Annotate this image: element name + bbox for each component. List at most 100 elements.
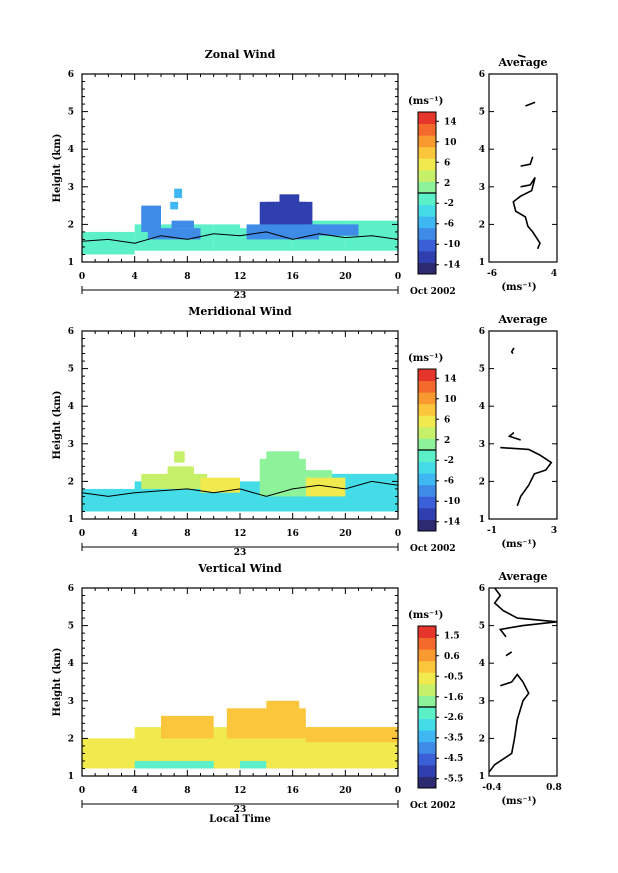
date-label: 23 (234, 548, 247, 558)
average-y-tick-label: 3 (479, 440, 485, 450)
average-unit-label: (ms⁻¹) (501, 282, 536, 293)
colorbar-unit: (ms⁻¹) (408, 96, 443, 107)
colorbar-tick-label: -2 (444, 199, 454, 209)
y-tick-label: 2 (68, 477, 74, 487)
heatmap-regions (82, 188, 398, 255)
colorbar-swatch (418, 450, 436, 463)
y-tick-label: 1 (68, 515, 74, 525)
average-x-tick-label: -1 (487, 526, 497, 536)
average-y-tick-label: 1 (479, 772, 485, 782)
heatmap-cell (147, 228, 201, 240)
y-tick-label: 2 (68, 220, 74, 230)
x-tick-label: 20 (339, 272, 352, 282)
heatmap-cell (279, 194, 300, 214)
x-tick-label: 4 (132, 529, 138, 539)
heatmap-cell (305, 224, 359, 236)
x-tick-label: 20 (339, 786, 352, 796)
colorbar-swatch (418, 519, 436, 532)
colorbar-tick-label: 14 (444, 374, 457, 384)
x-tick-label: 0 (395, 529, 401, 539)
colorbar-unit: (ms⁻¹) (408, 353, 443, 364)
colorbar-tick-label: 10 (444, 138, 457, 148)
colorbar-tick-label: 2 (444, 436, 450, 446)
average-y-tick-label: 6 (479, 327, 485, 337)
colorbar-tick-label: 2 (444, 179, 450, 189)
colorbar-tick-label: -10 (444, 240, 460, 250)
average-x-tick-label: -6 (487, 269, 497, 279)
heatmap-cell (266, 700, 300, 731)
average-y-tick-label: 1 (479, 258, 485, 268)
y-tick-label: 2 (68, 734, 74, 744)
colorbar-unit: (ms⁻¹) (408, 610, 443, 621)
colorbar-swatch (418, 146, 436, 159)
colorbar-swatch (418, 193, 436, 206)
panel-title: Meridional Wind (188, 305, 292, 318)
x-tick-label: 0 (79, 786, 85, 796)
colorbar-swatch (418, 135, 436, 148)
average-profile-line (505, 651, 513, 657)
heatmap-cell (213, 224, 240, 251)
average-y-tick-label: 5 (479, 365, 485, 375)
colorbar-swatch (418, 181, 436, 194)
average-y-tick-label: 6 (479, 70, 485, 80)
colorbar-swatch (418, 262, 436, 275)
colorbar-tick-label: 10 (444, 395, 457, 405)
x-tick-label: 0 (395, 786, 401, 796)
average-y-tick-label: 1 (479, 515, 485, 525)
average-y-tick-label: 4 (479, 402, 485, 412)
y-tick-label: 5 (68, 108, 74, 118)
heatmap-cell (141, 205, 161, 232)
heatmap-cell (161, 715, 214, 739)
panel-title: Zonal Wind (205, 48, 276, 61)
zero-contour (81, 231, 399, 244)
average-x-tick-label: -0.4 (482, 783, 501, 793)
colorbar-tick-label: 14 (444, 117, 457, 127)
average-profile-line (510, 347, 515, 355)
x-tick-label: 8 (184, 786, 190, 796)
average-profile-line (520, 156, 534, 167)
colorbar-swatch (418, 169, 436, 182)
colorbar-swatch (418, 649, 436, 662)
colorbar-tick-label: 0.6 (444, 652, 460, 662)
heatmap-cell (167, 466, 194, 486)
heatmap-cell (200, 477, 240, 493)
average-title: Average (497, 570, 547, 583)
colorbar-swatch (418, 216, 436, 229)
colorbar-swatch (418, 672, 436, 685)
average-unit-label: (ms⁻¹) (501, 539, 536, 550)
y-tick-label: 3 (68, 183, 74, 193)
colorbar-swatch (418, 507, 436, 520)
colorbar-swatch (418, 730, 436, 743)
average-x-tick-label: 4 (551, 269, 557, 279)
average-y-tick-label: 5 (479, 108, 485, 118)
average-profile-line (517, 54, 526, 58)
heatmap-cell (174, 451, 185, 463)
average-profile-line (500, 446, 553, 507)
colorbar-tick-label: -14 (444, 261, 460, 271)
heatmap-cell (305, 727, 398, 743)
heatmap-regions (82, 451, 398, 512)
heatmap-cell (82, 231, 135, 255)
colorbar-swatch (418, 158, 436, 171)
panel-title: Vertical Wind (197, 562, 282, 575)
average-y-tick-label: 6 (479, 584, 485, 594)
colorbar-swatch (418, 776, 436, 789)
average-title: Average (497, 56, 547, 69)
colorbar-swatch (418, 461, 436, 474)
colorbar-swatch (418, 764, 436, 777)
x-tick-label: 0 (79, 529, 85, 539)
heatmap-cell (286, 470, 333, 482)
colorbar-tick-label: -2 (444, 456, 454, 466)
heatmap-regions (82, 700, 398, 769)
average-title: Average (497, 313, 547, 326)
colorbar-tick-label: -6 (444, 220, 454, 230)
heatmap-cell (240, 760, 267, 769)
average-y-tick-label: 2 (479, 220, 485, 230)
zero-contour (81, 480, 399, 497)
colorbar-tick-label: 1.5 (444, 631, 460, 641)
heatmap-cell (305, 477, 346, 497)
